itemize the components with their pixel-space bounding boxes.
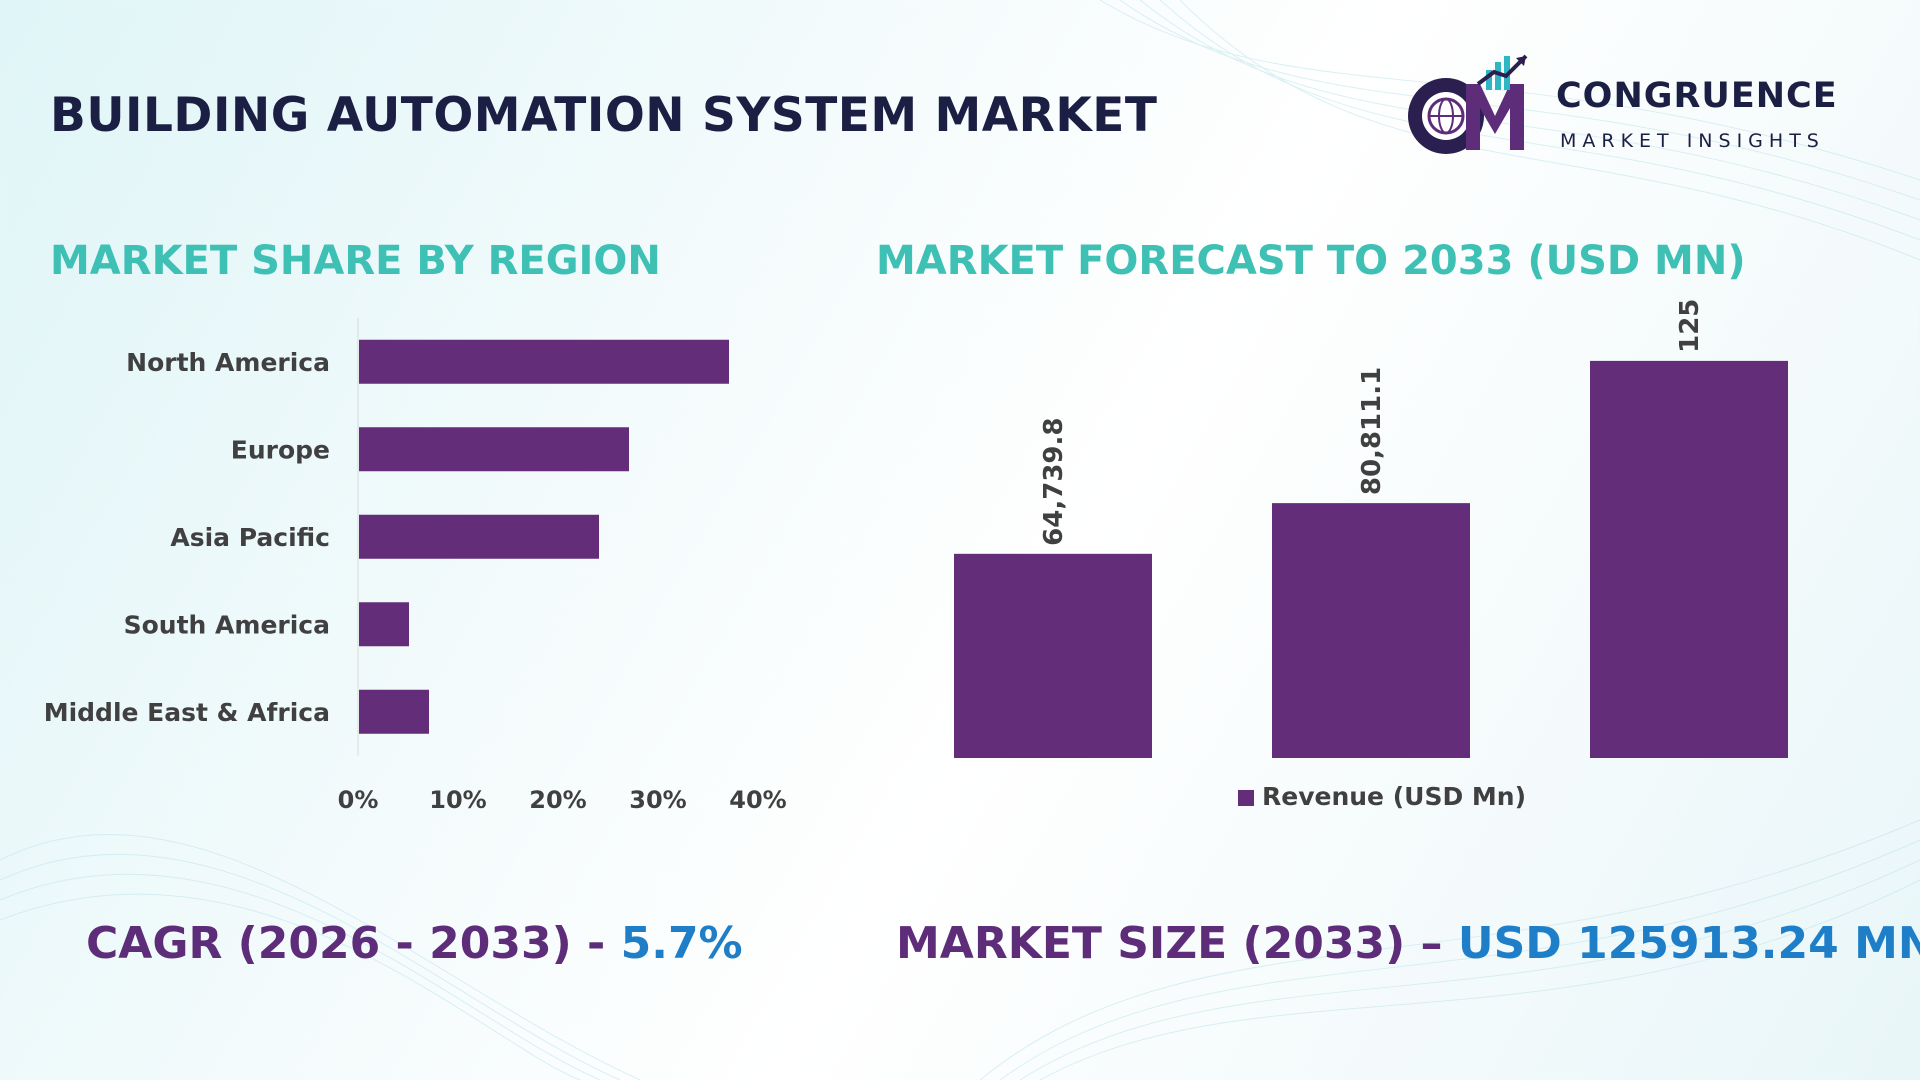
market-size-summary: MARKET SIZE (2033) – USD 125913.24 MN (896, 918, 1920, 969)
x-tick-label: 30% (629, 786, 686, 814)
cagr-value: 5.7% (620, 918, 743, 969)
category-label: South America (124, 610, 330, 639)
market-size-label: MARKET SIZE (2033) – (896, 918, 1458, 969)
bar-middle-east-africa (359, 689, 429, 734)
data-label: 64,739.8 (1039, 418, 1069, 546)
forecast-chart-title: MARKET FORECAST TO 2033 (USD MN) (876, 238, 1746, 284)
x-tick-label: 10% (429, 786, 486, 814)
x-tick-label: 40% (729, 786, 786, 814)
cagr-label: CAGR (2026 - 2033) - (86, 918, 621, 969)
category-label: North America (126, 348, 330, 377)
forecast-bar-1 (954, 553, 1152, 758)
forecast-chart: 64,739.8 80,811.1 125,913.2 Revenue (USD Mn… (954, 300, 1788, 811)
category-label: Asia Pacific (170, 523, 330, 552)
cagr-summary: CAGR (2026 - 2033) - 5.7% (86, 918, 743, 969)
data-label: 80,811.1 (1357, 367, 1387, 495)
bar-north-america (359, 339, 729, 384)
logo-mark-icon (1408, 54, 1528, 154)
forecast-bar-3 (1590, 360, 1788, 758)
logo-name: CONGRUENCE (1556, 76, 1838, 116)
x-tick-label: 20% (529, 786, 586, 814)
page-title: BUILDING AUTOMATION SYSTEM MARKET (50, 88, 1158, 143)
bar-europe (359, 427, 629, 472)
region-share-chart: North America Europe Asia Pacific South Ame… (44, 318, 787, 814)
bar-asia-pacific (359, 514, 599, 559)
legend-swatch (1238, 790, 1254, 806)
category-label: Middle East & Africa (44, 698, 330, 727)
legend-label: Revenue (USD Mn) (1262, 782, 1526, 811)
market-size-value: USD 125913.24 MN (1457, 918, 1920, 969)
brand-logo: CONGRUENCE MARKET INSIGHTS (1398, 54, 1878, 158)
bar-south-america (359, 602, 409, 647)
category-label: Europe (231, 435, 330, 464)
logo-subtitle: MARKET INSIGHTS (1560, 130, 1825, 152)
forecast-bar-2 (1272, 503, 1470, 758)
region-chart-title: MARKET SHARE BY REGION (50, 238, 661, 284)
data-label: 125,913.2 (1675, 300, 1705, 353)
x-tick-label: 0% (338, 786, 379, 814)
